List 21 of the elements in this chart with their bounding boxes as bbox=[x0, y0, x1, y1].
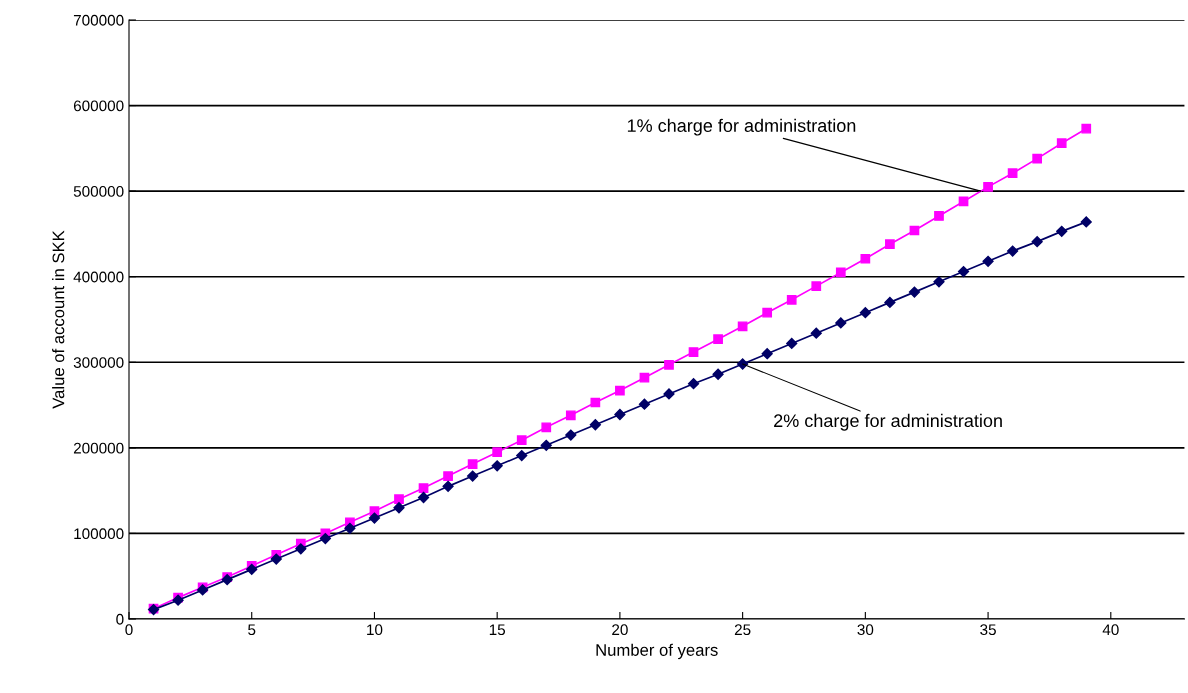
y-tick-label: 500000 bbox=[73, 186, 124, 197]
annotation: 1% charge for administration bbox=[627, 118, 856, 136]
x-axis-title: Number of years bbox=[596, 643, 718, 660]
x-tick-label: 10 bbox=[367, 624, 383, 636]
y-axis-title: Value of account in SKK bbox=[52, 230, 65, 409]
x-tick-label: 5 bbox=[248, 624, 256, 636]
x-tick-label: 40 bbox=[1102, 624, 1119, 636]
y-tick-label: 600000 bbox=[73, 100, 124, 112]
y-tick-label: 200000 bbox=[73, 442, 124, 454]
annotation: 2% charge for administration bbox=[774, 413, 1002, 431]
x-tick-label: 35 bbox=[980, 624, 996, 636]
x-tick-label: 0 bbox=[125, 624, 133, 636]
y-tick-label: 300000 bbox=[73, 357, 124, 368]
x-tick-label: 15 bbox=[489, 624, 506, 636]
x-tick-label: 25 bbox=[734, 624, 751, 636]
y-tick-label: 400000 bbox=[73, 271, 124, 283]
x-tick-label: 30 bbox=[857, 624, 874, 636]
y-tick-label: 700000 bbox=[73, 14, 124, 26]
y-tick-label: 100000 bbox=[74, 528, 124, 540]
y-tick-label: 0 bbox=[116, 613, 124, 625]
x-tick-label: 20 bbox=[612, 624, 628, 636]
